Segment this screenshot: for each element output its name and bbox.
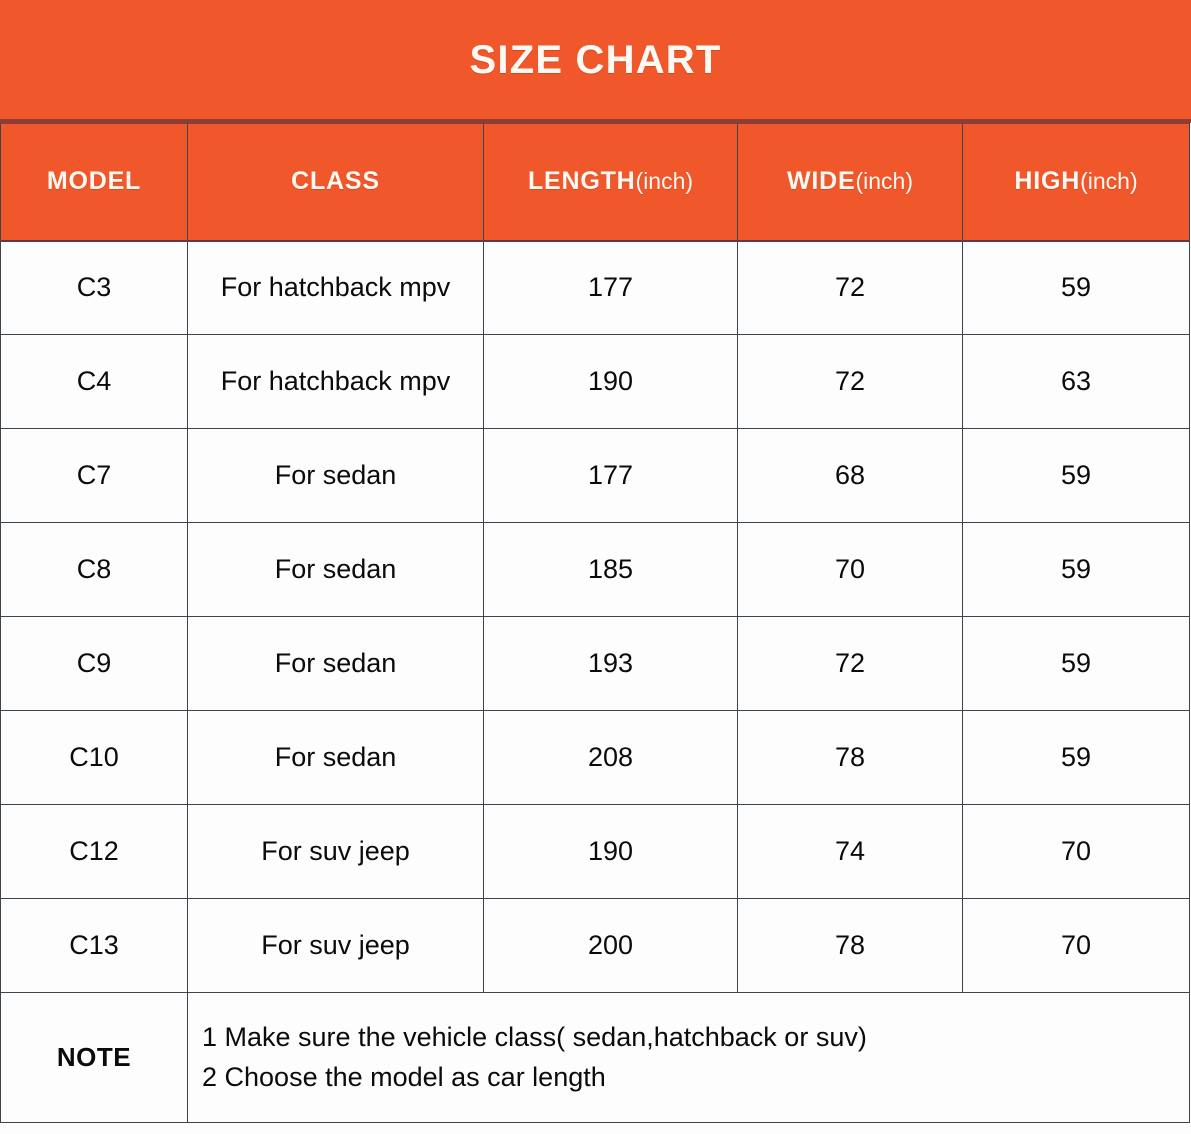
cell-length: 177	[483, 240, 738, 335]
cell-model: C7	[0, 428, 188, 523]
cell-class: For sedan	[187, 616, 484, 711]
cell-high: 59	[962, 428, 1190, 523]
cell-class: For sedan	[187, 522, 484, 617]
cell-model: C13	[0, 898, 188, 993]
cell-high: 59	[962, 522, 1190, 617]
column-header-model: MODEL	[0, 123, 188, 242]
cell-length: 190	[483, 334, 738, 429]
cell-length: 193	[483, 616, 738, 711]
cell-class: For suv jeep	[187, 898, 484, 993]
column-header-length-unit: (inch)	[635, 168, 694, 195]
cell-high: 59	[962, 240, 1190, 335]
cell-wide: 78	[737, 898, 963, 993]
note-label: NOTE	[0, 992, 188, 1123]
cell-length: 185	[483, 522, 738, 617]
cell-wide: 74	[737, 804, 963, 899]
cell-model: C8	[0, 522, 188, 617]
table-header-row: MODEL CLASS LENGTH(inch) WIDE(inch) HIGH…	[0, 123, 1190, 242]
cell-wide: 72	[737, 240, 963, 335]
note-body: 1 Make sure the vehicle class( sedan,hat…	[187, 992, 1190, 1123]
note-line-1: 1 Make sure the vehicle class( sedan,hat…	[202, 1021, 867, 1052]
cell-wide: 72	[737, 334, 963, 429]
column-header-class: CLASS	[187, 123, 484, 242]
column-header-length: LENGTH(inch)	[483, 123, 738, 242]
cell-class: For hatchback mpv	[187, 240, 484, 335]
table-row: C4 For hatchback mpv 190 72 63	[0, 334, 1190, 429]
cell-class: For sedan	[187, 428, 484, 523]
column-header-high-unit: (inch)	[1080, 168, 1138, 195]
cell-model: C4	[0, 334, 188, 429]
column-header-wide-unit: (inch)	[855, 168, 913, 195]
cell-length: 208	[483, 710, 738, 805]
column-header-model-label: MODEL	[46, 167, 142, 196]
column-header-wide: WIDE(inch)	[737, 123, 963, 242]
cell-length: 190	[483, 804, 738, 899]
cell-high: 70	[962, 804, 1190, 899]
cell-wide: 70	[737, 522, 963, 617]
table-row: C10 For sedan 208 78 59	[0, 710, 1190, 805]
cell-class: For hatchback mpv	[187, 334, 484, 429]
cell-length: 200	[483, 898, 738, 993]
cell-model: C10	[0, 710, 188, 805]
cell-wide: 72	[737, 616, 963, 711]
cell-model: C12	[0, 804, 188, 899]
cell-class: For suv jeep	[187, 804, 484, 899]
column-header-high: HIGH(inch)	[962, 123, 1190, 242]
title-divider	[0, 119, 1191, 123]
cell-high: 63	[962, 334, 1190, 429]
chart-title-band: SIZE CHART	[0, 0, 1191, 119]
table-row: C8 For sedan 185 70 59	[0, 522, 1190, 617]
column-header-length-label: LENGTH	[527, 167, 636, 196]
table-row: C9 For sedan 193 72 59	[0, 616, 1190, 711]
cell-high: 59	[962, 616, 1190, 711]
table-row: C13 For suv jeep 200 78 70	[0, 898, 1190, 993]
cell-wide: 78	[737, 710, 963, 805]
cell-high: 70	[962, 898, 1190, 993]
column-header-wide-label: WIDE	[787, 167, 856, 196]
cell-high: 59	[962, 710, 1190, 805]
column-header-high-label: HIGH	[1014, 167, 1081, 196]
column-header-class-label: CLASS	[291, 167, 380, 196]
table-row: C7 For sedan 177 68 59	[0, 428, 1190, 523]
cell-wide: 68	[737, 428, 963, 523]
note-line-2: 2 Choose the model as car length	[202, 1061, 606, 1092]
table-row: C12 For suv jeep 190 74 70	[0, 804, 1190, 899]
table-row: C3 For hatchback mpv 177 72 59	[0, 240, 1190, 335]
cell-model: C9	[0, 616, 188, 711]
size-chart-table: MODEL CLASS LENGTH(inch) WIDE(inch) HIGH…	[0, 123, 1190, 1123]
cell-model: C3	[0, 240, 188, 335]
cell-class: For sedan	[187, 710, 484, 805]
note-row: NOTE 1 Make sure the vehicle class( seda…	[0, 992, 1190, 1123]
cell-length: 177	[483, 428, 738, 523]
page-title: SIZE CHART	[469, 37, 722, 82]
